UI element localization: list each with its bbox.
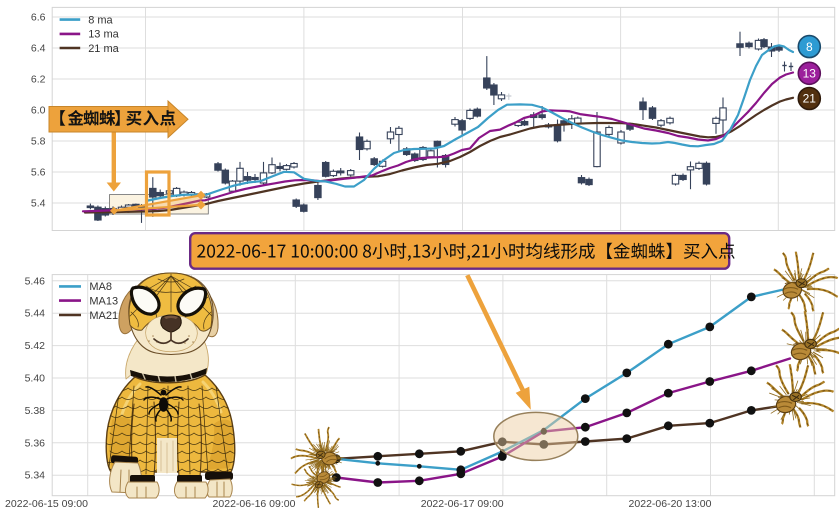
svg-text:MA21: MA21 — [89, 310, 118, 322]
svg-text:2022-06-15 09:00: 2022-06-15 09:00 — [5, 498, 88, 510]
svg-text:5.36: 5.36 — [25, 437, 46, 449]
svg-text:5.40: 5.40 — [25, 373, 46, 385]
svg-text:5.42: 5.42 — [25, 340, 46, 352]
svg-text:6.0: 6.0 — [31, 105, 46, 117]
svg-text:2022-06-17 09:00: 2022-06-17 09:00 — [421, 498, 504, 510]
svg-text:13 ma: 13 ma — [88, 29, 119, 41]
svg-text:2022-06-16 09:00: 2022-06-16 09:00 — [213, 498, 296, 510]
svg-text:5.34: 5.34 — [25, 470, 46, 482]
svg-text:MA13: MA13 — [89, 295, 118, 307]
svg-text:5.6: 5.6 — [31, 167, 46, 179]
svg-text:5.46: 5.46 — [25, 275, 46, 287]
svg-text:5.38: 5.38 — [25, 405, 46, 417]
svg-text:8: 8 — [806, 40, 813, 54]
svg-text:21 ma: 21 ma — [88, 43, 119, 55]
svg-text:13: 13 — [803, 67, 817, 81]
svg-text:8 ma: 8 ma — [88, 14, 113, 26]
svg-text:5.8: 5.8 — [31, 136, 46, 148]
svg-text:2022-06-20 13:00: 2022-06-20 13:00 — [629, 498, 712, 510]
svg-text:6.2: 6.2 — [31, 74, 46, 86]
svg-text:5.4: 5.4 — [31, 198, 46, 210]
svg-text:5.44: 5.44 — [25, 308, 46, 320]
svg-text:6.6: 6.6 — [31, 12, 46, 24]
svg-text:MA8: MA8 — [89, 281, 112, 293]
svg-text:6.4: 6.4 — [31, 43, 46, 55]
svg-text:21: 21 — [803, 92, 817, 106]
